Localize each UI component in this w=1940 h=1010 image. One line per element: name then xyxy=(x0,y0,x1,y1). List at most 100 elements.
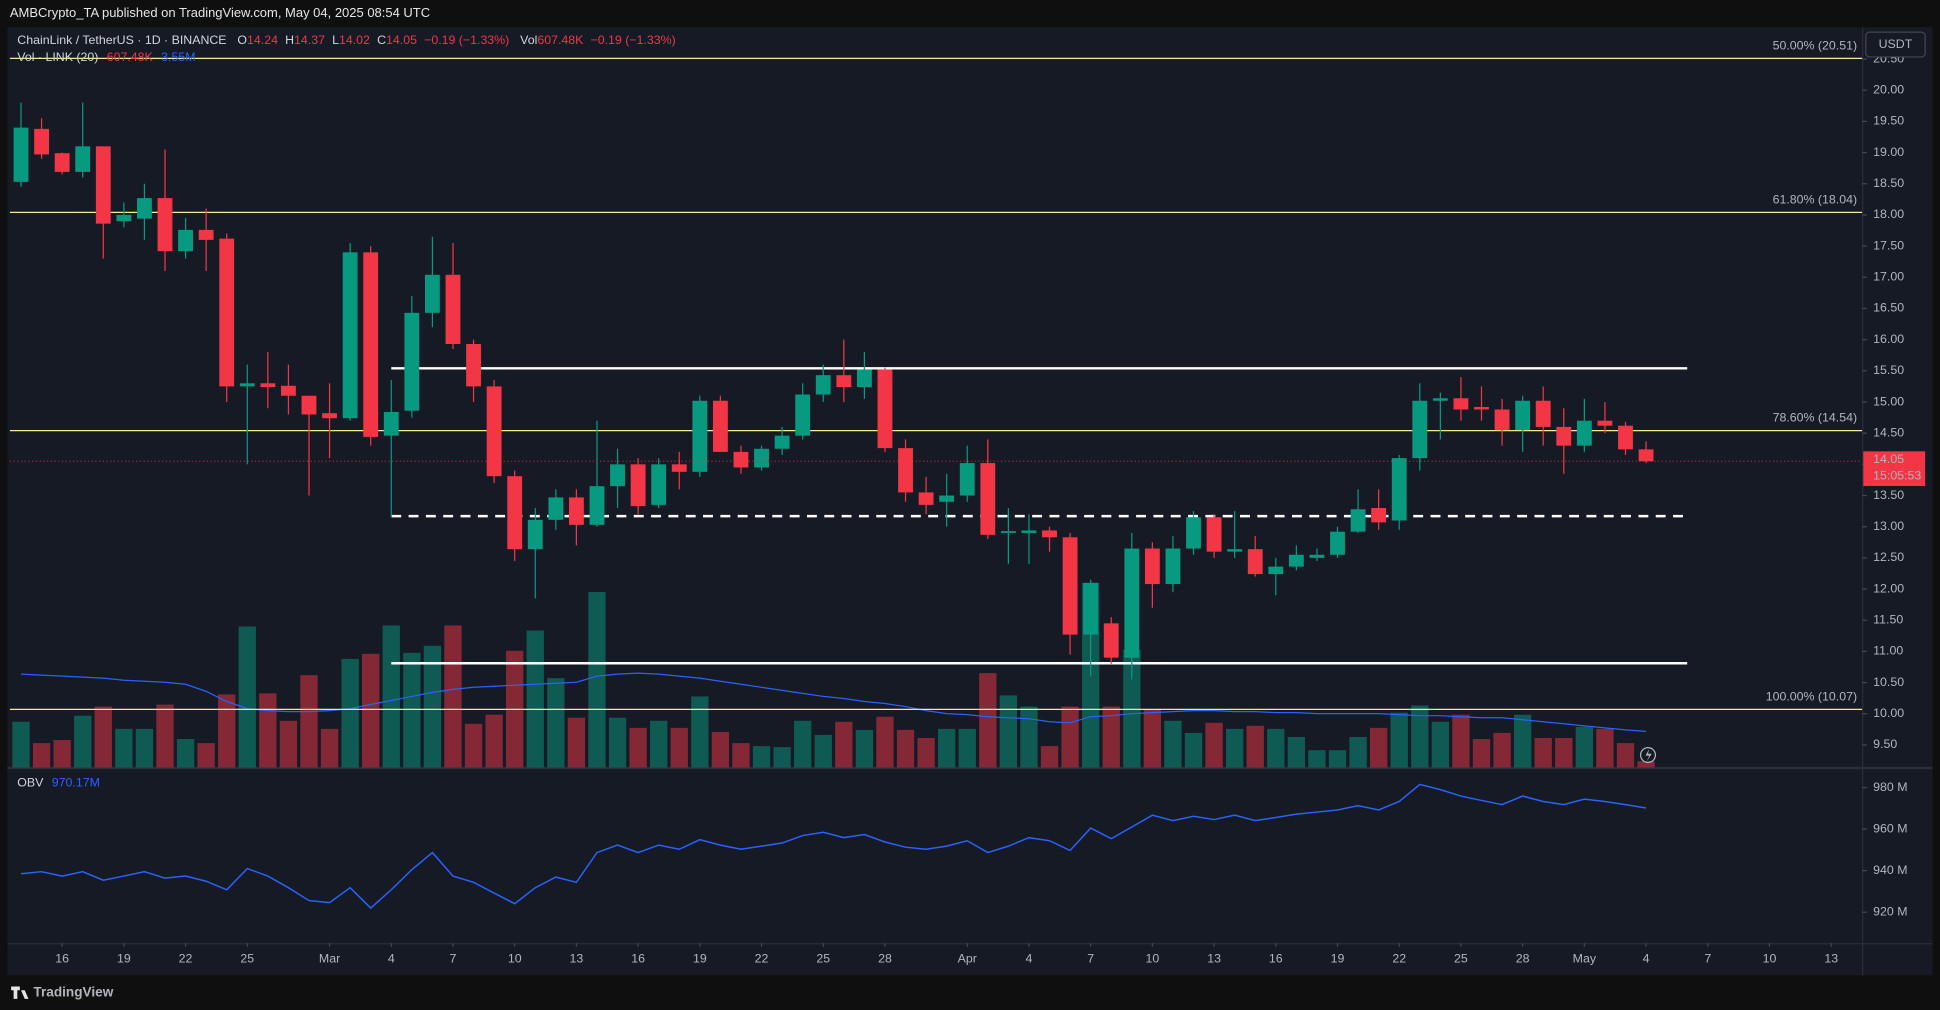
candle-body xyxy=(75,146,91,172)
legend-obv: OBV 970.17M xyxy=(17,776,100,790)
volume-bar xyxy=(1246,725,1264,768)
replay-icon[interactable] xyxy=(1639,746,1657,764)
volume-bar xyxy=(629,727,647,768)
x-tick-label: 4 xyxy=(1643,952,1650,966)
candle-body xyxy=(630,464,646,507)
candle-body xyxy=(527,519,543,550)
volume-value: 607.48K xyxy=(107,50,154,64)
candle-body xyxy=(733,451,749,468)
candle-body xyxy=(692,400,708,472)
candle-body xyxy=(898,448,913,493)
candle-body xyxy=(877,369,893,449)
y-tick-label: 13.50 xyxy=(1873,488,1904,502)
y-tick-label: 17.50 xyxy=(1873,238,1904,252)
y-tick-label: 18.00 xyxy=(1873,207,1904,221)
candle-body xyxy=(1576,420,1592,446)
candle-body xyxy=(1474,406,1489,410)
volume-bar xyxy=(1349,736,1367,768)
countdown: 15:05:53 xyxy=(1873,468,1921,482)
volume-bar xyxy=(320,728,339,768)
candle-body xyxy=(280,385,296,396)
volume-bar xyxy=(1431,721,1450,768)
candle-body xyxy=(198,229,214,240)
volume-bar xyxy=(1390,712,1408,768)
legend-change: −0.19 (−1.33%) xyxy=(591,33,676,47)
candle-body xyxy=(918,492,934,505)
y-tick-label: 17.00 xyxy=(1873,270,1904,284)
volume-bar xyxy=(1020,706,1038,768)
candle-body xyxy=(959,463,975,496)
volume-bar xyxy=(711,731,730,768)
candle-body xyxy=(1371,507,1387,523)
volume-bar xyxy=(1637,761,1655,768)
volume-name: Vol · LINK (20) xyxy=(17,50,98,64)
footer-logo xyxy=(11,986,29,999)
candle-body xyxy=(1618,425,1633,450)
candle-body xyxy=(13,127,29,182)
volume-bar xyxy=(1267,728,1285,768)
logo-mark xyxy=(11,986,29,999)
y-tick-label: 10.50 xyxy=(1873,675,1904,689)
volume-bar xyxy=(1472,739,1491,768)
volume-bar xyxy=(1287,736,1306,768)
volume-bar xyxy=(382,625,400,768)
x-tick-label: 7 xyxy=(1704,952,1711,966)
x-tick-label: 19 xyxy=(117,952,131,966)
candle-body xyxy=(466,344,481,387)
legend-value: 607.48K xyxy=(537,33,584,47)
candle-body xyxy=(1227,549,1243,552)
candle-body xyxy=(1124,548,1140,658)
candle-body xyxy=(1391,458,1407,521)
volume-bar xyxy=(1164,720,1182,768)
candle-body xyxy=(1453,398,1469,410)
volume-bar xyxy=(1534,737,1552,768)
y-tick-label: 13.00 xyxy=(1873,519,1904,533)
x-tick-label: 10 xyxy=(508,952,522,966)
volume-bar xyxy=(156,704,174,768)
y-tick-label: 12.50 xyxy=(1873,550,1904,564)
currency[interactable]: USDT xyxy=(1879,37,1913,51)
x-tick-label: 28 xyxy=(1516,952,1530,966)
volume-bar xyxy=(464,723,483,768)
volume-bar xyxy=(752,746,771,768)
last-price-label: 14.05 xyxy=(1873,452,1904,466)
candle-body xyxy=(1206,517,1222,552)
replay-icon-bolt xyxy=(1645,748,1652,762)
volume-bar xyxy=(1040,746,1059,768)
candle-body xyxy=(95,146,111,224)
volume-bar xyxy=(732,743,750,768)
x-tick-label: 4 xyxy=(1026,952,1033,966)
x-tick-label: Apr xyxy=(958,952,977,966)
last-price-tag xyxy=(1863,451,1926,486)
x-tick-label: 22 xyxy=(179,952,193,966)
candle-body xyxy=(1597,420,1613,426)
volume-bar xyxy=(197,743,215,768)
candle-body xyxy=(322,413,337,419)
y-tick-label: 11.00 xyxy=(1873,644,1903,658)
legend-key: C xyxy=(377,33,386,47)
volume-bar xyxy=(94,706,112,768)
volume-bar xyxy=(999,695,1018,768)
currency-box[interactable] xyxy=(1865,31,1926,58)
x-tick-label: May xyxy=(1573,952,1597,966)
candle-body xyxy=(54,153,70,172)
x-tick-label: 13 xyxy=(570,952,584,966)
fib-label: 78.60% (14.54) xyxy=(1773,411,1857,425)
legend-key: H xyxy=(285,33,294,47)
candle-body xyxy=(1412,400,1428,459)
x-tick-label: 19 xyxy=(693,952,707,966)
legend-value: 14.24 xyxy=(247,33,278,47)
y-tick-label: 960 M xyxy=(1873,821,1907,835)
volume-bar xyxy=(567,717,586,768)
candle-body xyxy=(815,375,831,395)
volume-bar xyxy=(608,717,627,768)
volume-bar xyxy=(238,626,256,768)
volume-bar xyxy=(835,721,853,768)
candle-body xyxy=(651,464,667,505)
volume-bar xyxy=(485,714,503,768)
fib-label: 61.80% (18.04) xyxy=(1773,192,1857,206)
y-tick-label: 16.50 xyxy=(1873,301,1904,315)
legend-volume: Vol · LINK (20) 607.48K 3.55M xyxy=(17,50,195,64)
legend-change: −0.19 (−1.33%) xyxy=(424,33,509,47)
candle-body xyxy=(1309,554,1325,558)
